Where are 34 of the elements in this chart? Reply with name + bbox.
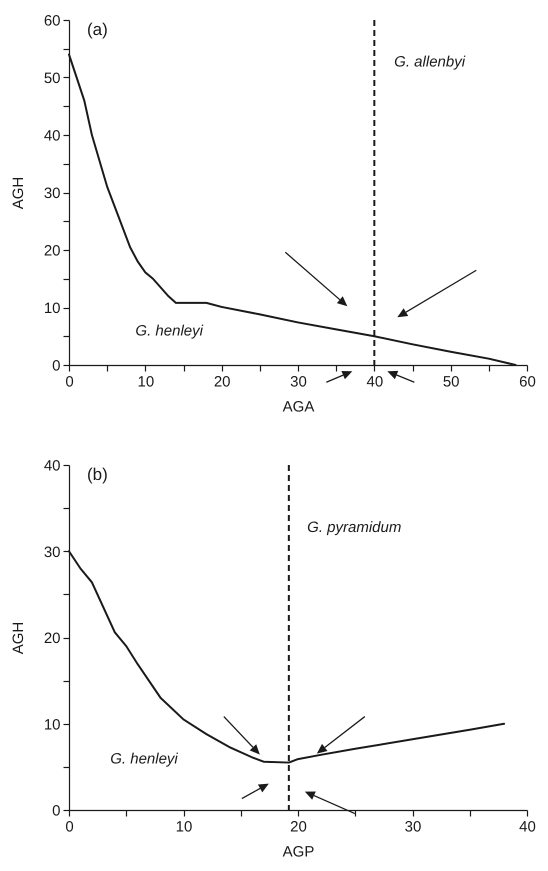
x-tick-label: 0 xyxy=(65,374,74,390)
y-tick-label: 20 xyxy=(44,630,60,647)
y-tick-label: 40 xyxy=(44,458,60,474)
x-tick-label: 60 xyxy=(519,374,536,390)
x-tick-label: 20 xyxy=(290,818,307,836)
annotation: G. allenbyi xyxy=(394,53,466,70)
y-axis-title: AGH xyxy=(10,622,27,654)
y-tick-label: 30 xyxy=(44,544,60,561)
x-tick-label: 40 xyxy=(519,818,536,836)
x-tick-label: 20 xyxy=(214,374,231,390)
y-tick-label: 40 xyxy=(44,128,60,144)
chart-title: (b) xyxy=(87,465,108,484)
y-tick-label: 10 xyxy=(44,716,60,734)
x-tick-label: 40 xyxy=(366,374,384,390)
annotation: G. henleyi xyxy=(110,750,178,768)
y-tick-label: 30 xyxy=(44,185,60,202)
annotation: G. pyramidum xyxy=(307,519,402,536)
x-tick-label: 10 xyxy=(176,818,192,836)
y-tick-label: 0 xyxy=(52,802,60,820)
y-tick-label: 10 xyxy=(44,300,60,317)
annotation: G. henleyi xyxy=(135,322,204,340)
x-tick-label: 50 xyxy=(442,374,460,390)
y-tick-label: 20 xyxy=(44,242,60,260)
chart-title: (a) xyxy=(87,20,108,39)
y-axis-title: AGH xyxy=(10,176,27,210)
x-axis-title: AGP xyxy=(282,844,314,860)
y-tick-label: 50 xyxy=(44,70,60,87)
x-tick-label: 0 xyxy=(65,818,74,836)
x-tick-label: 30 xyxy=(290,374,307,390)
y-tick-label: 0 xyxy=(52,358,60,374)
y-tick-label: 60 xyxy=(44,12,60,30)
x-axis-title: AGA xyxy=(282,398,314,416)
x-tick-label: 10 xyxy=(137,374,154,390)
x-tick-label: 30 xyxy=(404,818,422,836)
